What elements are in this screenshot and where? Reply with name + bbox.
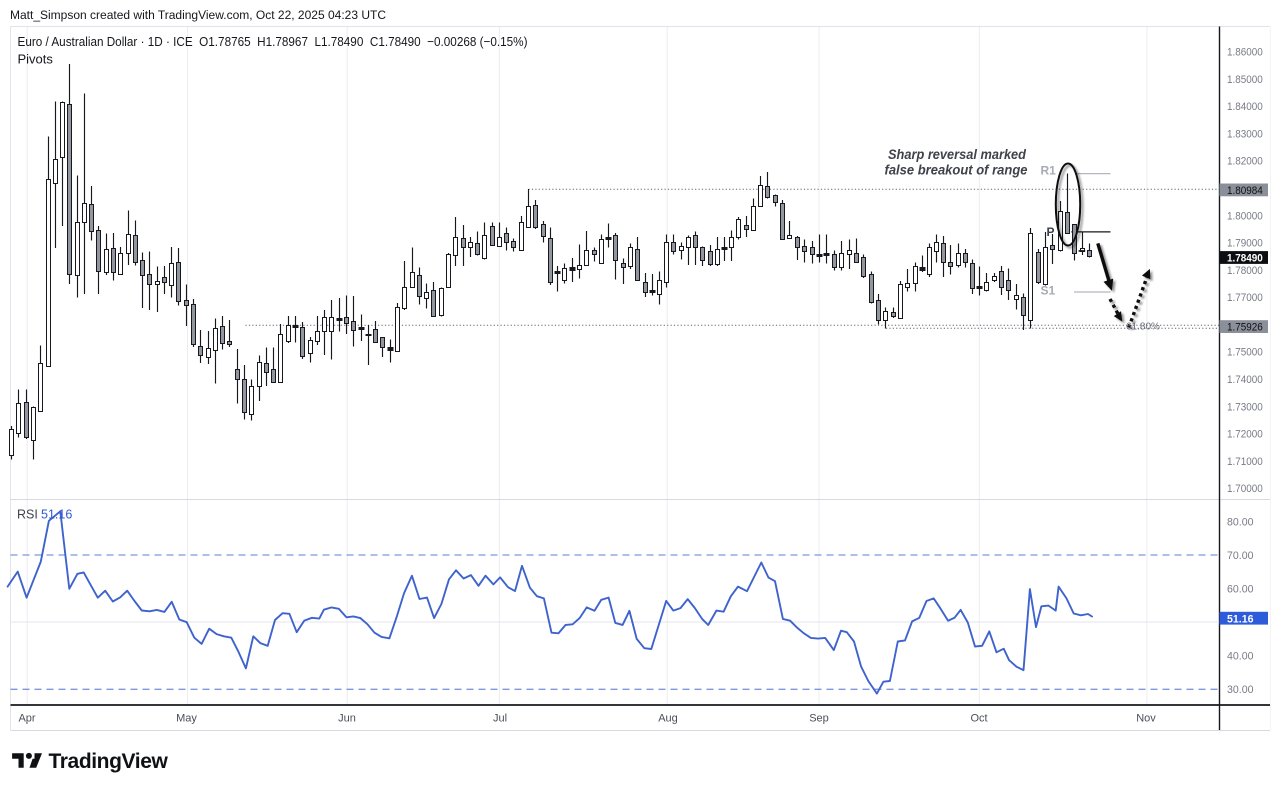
svg-text:Euro / Australian Dollar · 1D: Euro / Australian Dollar · 1D · ICE O1.7…: [18, 34, 528, 49]
svg-text:1.79000: 1.79000: [1227, 238, 1263, 250]
svg-text:1.75926: 1.75926: [1227, 322, 1263, 334]
svg-text:1.74000: 1.74000: [1227, 374, 1263, 386]
svg-text:1.71000: 1.71000: [1227, 456, 1263, 468]
svg-text:1.75000: 1.75000: [1227, 347, 1263, 359]
svg-text:false breakout of range: false breakout of range: [885, 163, 1028, 178]
svg-text:1.70000: 1.70000: [1227, 483, 1263, 495]
svg-text:80.00: 80.00: [1227, 517, 1254, 529]
svg-text:60.00: 60.00: [1227, 584, 1254, 596]
svg-text:Oct: Oct: [970, 713, 987, 725]
svg-text:RSI: RSI: [17, 508, 38, 522]
svg-text:TradingView: TradingView: [49, 750, 169, 773]
svg-text:1.77000: 1.77000: [1227, 292, 1263, 304]
svg-text:1.82000: 1.82000: [1227, 156, 1263, 168]
svg-text:Nov: Nov: [1136, 713, 1156, 725]
svg-text:1.83000: 1.83000: [1227, 128, 1263, 140]
svg-text:61.80%: 61.80%: [1126, 322, 1160, 333]
svg-text:Jun: Jun: [338, 713, 356, 725]
svg-text:1.85000: 1.85000: [1227, 74, 1263, 86]
svg-text:Matt_Simpson created with Trad: Matt_Simpson created with TradingView.co…: [10, 8, 386, 22]
svg-text:1.80984: 1.80984: [1227, 185, 1263, 197]
svg-text:1.84000: 1.84000: [1227, 101, 1263, 113]
svg-text:May: May: [176, 713, 197, 725]
svg-text:51.16: 51.16: [1227, 613, 1254, 625]
svg-text:1.78000: 1.78000: [1227, 265, 1263, 277]
svg-text:Aug: Aug: [658, 713, 678, 725]
svg-text:1.73000: 1.73000: [1227, 401, 1263, 413]
svg-text:P: P: [1047, 225, 1055, 239]
svg-text:1.78490: 1.78490: [1227, 253, 1263, 265]
svg-text:1.86000: 1.86000: [1227, 47, 1263, 59]
svg-text:Jul: Jul: [493, 713, 507, 725]
svg-text:S1: S1: [1041, 284, 1056, 298]
svg-text:1.72000: 1.72000: [1227, 429, 1263, 441]
svg-text:Apr: Apr: [18, 713, 35, 725]
svg-text:51.16: 51.16: [41, 508, 72, 522]
svg-text:30.00: 30.00: [1227, 684, 1254, 696]
svg-text:1.80000: 1.80000: [1227, 210, 1263, 222]
svg-text:Sep: Sep: [809, 713, 829, 725]
svg-text:70.00: 70.00: [1227, 550, 1254, 562]
svg-text:40.00: 40.00: [1227, 651, 1254, 663]
svg-text:Pivots: Pivots: [18, 52, 54, 67]
svg-text:R1: R1: [1041, 164, 1057, 178]
svg-text:Sharp reversal marked: Sharp reversal marked: [888, 147, 1027, 162]
